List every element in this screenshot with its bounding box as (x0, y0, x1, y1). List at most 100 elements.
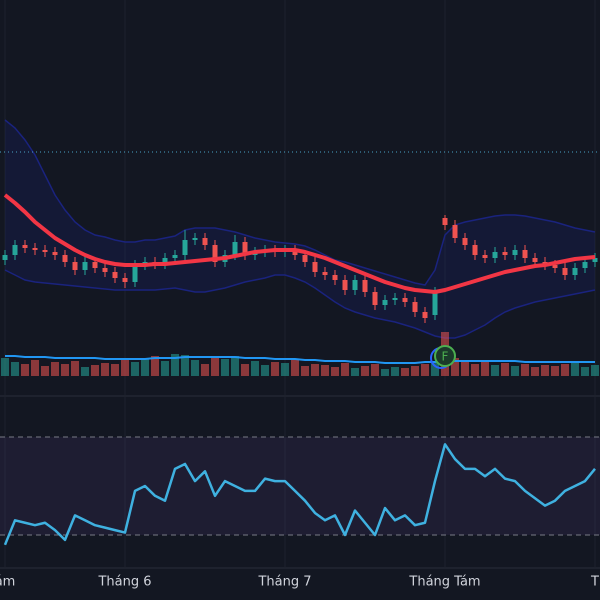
volume-bar (551, 366, 559, 376)
volume-bar (221, 359, 229, 376)
volume-bar (231, 356, 239, 376)
candle-body (62, 255, 68, 262)
volume-bar (531, 367, 539, 376)
candle-body (352, 280, 358, 290)
candle-body (502, 252, 508, 255)
volume-bar (491, 365, 499, 376)
volume-bar (141, 358, 149, 376)
volume-bar (431, 362, 439, 376)
candle-body (292, 250, 298, 255)
volume-bar (521, 364, 529, 376)
volume-bar (421, 364, 429, 376)
candle-body (572, 268, 578, 275)
volume-bar (301, 366, 309, 376)
volume-bar (341, 363, 349, 376)
candle-body (432, 292, 438, 315)
volume-bar (451, 358, 459, 376)
candle-body (462, 238, 468, 245)
volume-bar (281, 363, 289, 376)
band-lower (4, 269, 596, 339)
volume-bar (131, 362, 139, 376)
candle-body (162, 258, 168, 264)
candle-body (322, 272, 328, 275)
candle-body (32, 248, 38, 250)
volume-bar (241, 364, 249, 376)
candle-body (212, 245, 218, 262)
volume-bar (211, 358, 219, 376)
candle-body (452, 225, 458, 238)
x-tick-label: ám (0, 575, 15, 590)
candle-body (422, 312, 428, 318)
candle-body (532, 258, 538, 262)
candle-body (472, 245, 478, 255)
candle-body (112, 272, 118, 278)
volume-bar (71, 361, 79, 376)
moving-average (3, 193, 596, 294)
candle-body (22, 245, 28, 248)
candle-body (122, 278, 128, 282)
candle-body (72, 262, 78, 270)
volume-bar (111, 364, 119, 376)
candle-body (332, 275, 338, 280)
x-tick-label: T (590, 575, 599, 590)
volume-bar (151, 356, 159, 376)
candle-body (492, 252, 498, 258)
volume-bar (501, 363, 509, 376)
candle-body (102, 268, 108, 272)
volume-bar (591, 365, 599, 376)
rsi-line (3, 443, 596, 546)
candle-body (132, 265, 138, 282)
volume-bar (1, 358, 9, 376)
volume-bar (311, 364, 319, 376)
candle-body (192, 238, 198, 240)
band-upper (4, 119, 596, 286)
volume-bar (121, 360, 129, 376)
candle-body (442, 218, 448, 225)
volume-bar (321, 365, 329, 376)
candle-body (92, 262, 98, 268)
volume-bar (351, 368, 359, 376)
candle-body (2, 255, 8, 260)
volume-bar (561, 364, 569, 376)
volume-bar (41, 366, 49, 376)
candle-body (182, 240, 188, 255)
volume-bar (291, 360, 299, 376)
candle-body (382, 300, 388, 305)
candle-body (342, 280, 348, 290)
x-tick-label: Tháng 7 (257, 575, 311, 590)
candle-body (412, 302, 418, 312)
volume-bar (21, 364, 29, 376)
volume-bar (51, 362, 59, 376)
volume-bar (181, 355, 189, 376)
volume-bar (371, 364, 379, 376)
candle-body (392, 298, 398, 300)
volume-bar (541, 365, 549, 376)
candle-body (232, 242, 238, 255)
volume-bar (361, 366, 369, 376)
volume-bar (101, 363, 109, 376)
candle-body (482, 255, 488, 258)
candle-body (52, 252, 58, 255)
candle-body (582, 262, 588, 268)
volume-bar (481, 362, 489, 376)
candle-body (42, 250, 48, 252)
candle-body (202, 238, 208, 245)
volume-bar (201, 364, 209, 376)
candle-body (12, 245, 18, 255)
volume-bar (461, 360, 469, 376)
candle-body (512, 250, 518, 255)
volume-bar (581, 367, 589, 376)
volume-bar (61, 364, 69, 376)
band-fill (5, 120, 595, 338)
candle-body (592, 258, 598, 262)
candle-body (242, 242, 248, 255)
candle-body (82, 262, 88, 270)
event-badge (434, 345, 456, 367)
volume-bar (381, 369, 389, 376)
volume-ma (5, 355, 595, 364)
volume-bar (401, 368, 409, 376)
candle-body (172, 255, 178, 258)
